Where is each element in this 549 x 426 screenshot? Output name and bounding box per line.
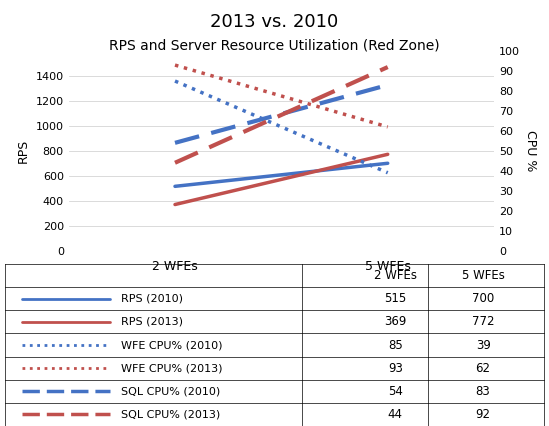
Text: 369: 369 bbox=[384, 315, 406, 328]
Text: SQL CPU% (2010): SQL CPU% (2010) bbox=[121, 386, 220, 396]
Text: 85: 85 bbox=[388, 339, 402, 351]
Y-axis label: CPU %: CPU % bbox=[524, 130, 536, 172]
Text: 54: 54 bbox=[388, 385, 403, 398]
Text: 2013 vs. 2010: 2013 vs. 2010 bbox=[210, 13, 339, 31]
Text: 772: 772 bbox=[472, 315, 494, 328]
Text: 93: 93 bbox=[388, 362, 403, 375]
Text: 515: 515 bbox=[384, 292, 406, 305]
Text: 5 WFEs: 5 WFEs bbox=[462, 269, 505, 282]
Y-axis label: RPS: RPS bbox=[17, 139, 30, 163]
Text: 39: 39 bbox=[475, 339, 491, 351]
Text: SQL CPU% (2013): SQL CPU% (2013) bbox=[121, 409, 220, 420]
Text: 2 WFEs: 2 WFEs bbox=[374, 269, 417, 282]
Text: 44: 44 bbox=[388, 408, 403, 421]
Text: WFE CPU% (2010): WFE CPU% (2010) bbox=[121, 340, 222, 350]
Text: 700: 700 bbox=[472, 292, 494, 305]
Text: 83: 83 bbox=[476, 385, 490, 398]
Text: WFE CPU% (2013): WFE CPU% (2013) bbox=[121, 363, 222, 373]
Text: 92: 92 bbox=[475, 408, 491, 421]
Text: RPS (2010): RPS (2010) bbox=[121, 294, 183, 304]
Text: 62: 62 bbox=[475, 362, 491, 375]
Text: RPS and Server Resource Utilization (Red Zone): RPS and Server Resource Utilization (Red… bbox=[109, 38, 440, 52]
Text: RPS (2013): RPS (2013) bbox=[121, 317, 183, 327]
